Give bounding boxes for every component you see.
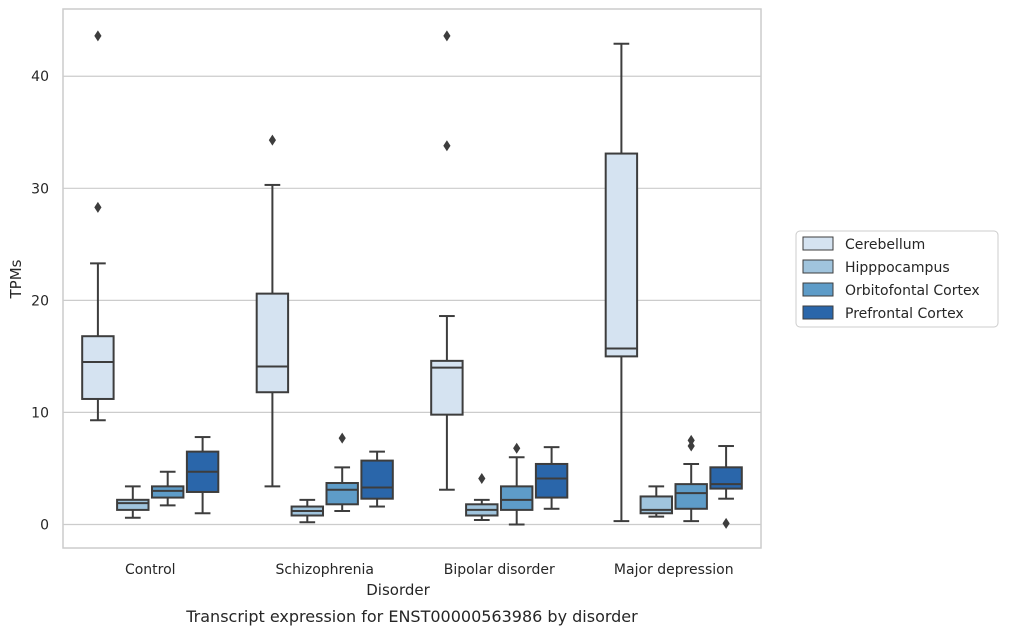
legend-label: Orbitofontal Cortex [845,283,980,299]
legend-label: Cerebellum [845,237,925,253]
outlier-point [513,442,521,454]
box-element [150,470,185,507]
box-element [290,498,325,524]
box-iqr [116,498,150,511]
box-element [185,436,220,515]
box-element [499,442,534,526]
x-tick-label: Major depression [614,562,734,578]
series-prefrontal-cortex [185,436,743,529]
box-element [360,450,394,508]
box-element [430,30,464,491]
box-element [465,473,499,521]
series-orbitofontal-cortex [150,432,708,526]
box-iqr [534,462,569,499]
legend: Cerebellum Hipppocampus Orbitofontal Corte… [795,230,999,328]
box-iqr [325,482,359,506]
box-element [116,485,150,519]
outlier-point [443,30,451,42]
box-iqr [430,359,464,416]
outlier-point [687,434,695,446]
legend-swatch [802,259,834,274]
outlier-point [478,473,486,485]
series-hipppocampus [116,473,674,524]
box-element [325,432,359,513]
series-cerebellum [81,30,639,523]
outlier-point [268,134,276,146]
legend-label: Hipppocampus [845,260,950,276]
box-iqr [360,459,394,500]
box-iqr [81,335,115,400]
legend-swatch [802,305,834,320]
y-tick-label: 20 [31,293,49,309]
y-tick-label: 10 [31,405,49,421]
outlier-point [94,30,102,42]
box-iqr [150,485,185,499]
outlier-point [338,432,346,444]
legend-frame [795,230,999,328]
box-iqr [674,483,708,510]
box-element [81,30,115,422]
outlier-point [722,517,730,529]
y-tick-label: 0 [40,517,49,533]
box-element [255,134,290,488]
legend-label: Prefrontal Cortex [845,306,964,322]
y-tick-label: 40 [31,69,49,85]
box-element [639,485,674,518]
x-tick-label: Bipolar disorder [444,562,555,578]
legend-swatch [802,236,834,251]
box-series [81,30,743,529]
box-element [534,446,569,510]
x-tick-label: Schizophrenia [276,562,374,578]
chart-caption: Transcript expression for ENST0000056398… [185,607,638,626]
y-tick-labels: 0 10 20 30 40 [31,69,49,533]
box-element [674,434,708,523]
outlier-point [443,140,451,152]
x-tick-labels: Control Schizophrenia Bipolar disorder Majo… [125,562,734,578]
box-iqr [604,152,639,358]
box-element [709,445,743,529]
y-tick-label: 30 [31,181,49,197]
x-axis-label: Disorder [366,581,430,599]
box-iqr [255,292,290,394]
y-axis-label: TPMs [7,259,25,299]
legend-swatch [802,282,834,297]
box-iqr [709,466,743,490]
outlier-point [687,440,695,452]
outlier-point [94,201,102,213]
gridlines [63,75,761,526]
box-iqr [499,485,534,511]
x-tick-label: Control [125,562,176,578]
box-element [604,42,639,523]
plot-frame [62,8,762,549]
